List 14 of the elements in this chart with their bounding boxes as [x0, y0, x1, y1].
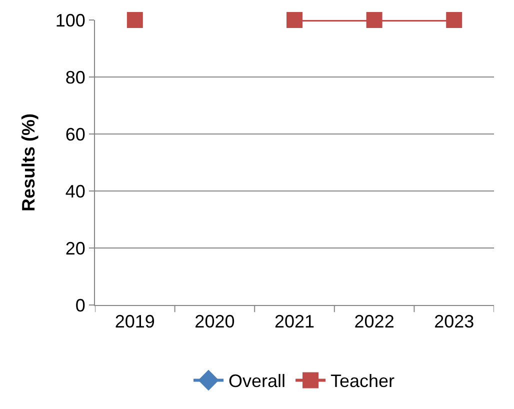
y-axis-title: Results (%) [18, 113, 39, 212]
legend-label: Overall [228, 371, 286, 392]
x-tick-label: 2020 [194, 312, 235, 332]
x-tick-label: 2022 [354, 312, 394, 332]
y-tick-label: 40 [65, 181, 86, 202]
y-tick-label: 100 [55, 10, 86, 30]
y-tick-label: 0 [75, 295, 86, 316]
y-tick-label: 20 [65, 238, 86, 258]
x-tick-label: 2021 [274, 312, 315, 332]
legend-label: Teacher [330, 371, 395, 392]
y-tick-label: 80 [65, 67, 86, 88]
x-tick-label: 2019 [114, 312, 155, 332]
y-tick-label: 60 [65, 124, 86, 144]
x-tick-label: 2023 [434, 312, 474, 332]
